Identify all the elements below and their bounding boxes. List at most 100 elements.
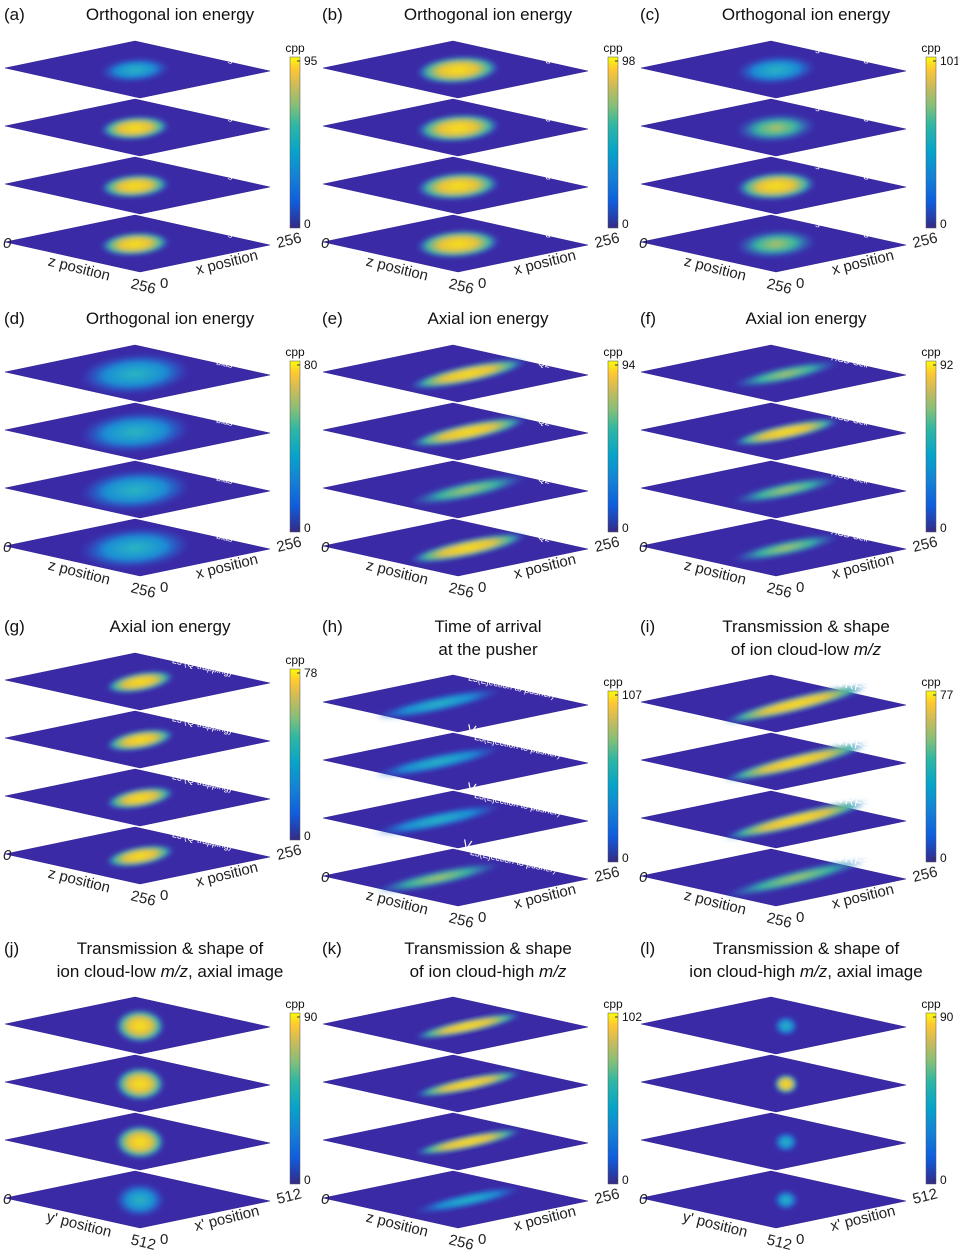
layer-label: Vs=3 kV: [219, 103, 269, 131]
right-axis-tick: 256: [275, 533, 303, 556]
colorbar-label: cpp: [921, 41, 941, 55]
layer-label: Vbias=2 kV: [207, 404, 269, 435]
title-part: Transmission & shape: [404, 939, 572, 958]
label-part: Q2: [537, 357, 551, 369]
left-axis-tick: 0: [3, 1191, 12, 1208]
label-part: =32 V: [868, 525, 905, 547]
colorbar-tick-label: 107: [622, 688, 642, 702]
ion-cloud: [723, 742, 869, 782]
title-part: Orthogonal ion energy: [86, 309, 255, 328]
ion-cloud: [774, 1074, 798, 1094]
title-part: at the pusher: [438, 640, 538, 659]
label-part: VDC: [804, 454, 834, 474]
layer-label: VDCQ2=24 V: [510, 343, 586, 377]
label-part: =2 kV: [869, 47, 905, 69]
label-part: d: [863, 229, 870, 240]
label-part: d: [545, 171, 552, 182]
panel-title: ion cloud-high m/z, axial image: [689, 962, 922, 981]
panel: (j) Transmission & shape of ion cloud-low …: [3, 939, 318, 1254]
label-part: VDC: [511, 459, 541, 479]
colorbar: [607, 360, 619, 533]
right-axis-tick: 0: [478, 909, 486, 926]
label-part: bias: [216, 357, 235, 370]
colorbar-label: cpp: [285, 345, 305, 359]
label-part: s: [227, 229, 234, 240]
right-axis-tick: 512: [911, 1185, 939, 1208]
left-axis-tick: 0: [3, 539, 12, 556]
ion-cloud: [374, 688, 502, 720]
left-axis-tick: 512: [129, 1231, 157, 1254]
label-part: s: [815, 219, 822, 230]
right-axis-tick: 256: [275, 229, 303, 252]
label-part: V: [164, 703, 176, 720]
left-axis-tick: 256: [447, 579, 475, 602]
label-part: V: [537, 44, 549, 61]
colorbar-label: cpp: [603, 675, 623, 689]
ion-cloud: [732, 534, 840, 562]
label-part: VDC: [511, 401, 541, 421]
label-part: VDC: [804, 338, 834, 358]
layer-label: VDCQ2=21 V: [510, 517, 586, 551]
label-part: =45 V: [232, 717, 269, 739]
ion-cloud: [100, 115, 170, 141]
left-axis-tick: 256: [129, 887, 157, 910]
ion-cloud: [736, 55, 816, 85]
title-part: Orthogonal ion energy: [404, 5, 573, 24]
ion-cloud: [774, 1016, 798, 1036]
label-part: VDC: [804, 512, 834, 532]
ion-cloud: [723, 684, 869, 724]
right-axis-tick: 256: [911, 229, 939, 252]
panel-label: (e): [322, 309, 343, 328]
label-part: =36 V: [868, 467, 905, 489]
label-part: =44 V: [868, 351, 905, 373]
colorbar-label: cpp: [603, 41, 623, 55]
ion-cloud: [409, 532, 527, 564]
panel-label: (c): [640, 5, 660, 24]
ion-cloud: [414, 1070, 522, 1098]
layer-label: Vd= 2kV: [536, 44, 587, 72]
left-axis-tick: 256: [765, 579, 793, 602]
colorbar-tick-label: 0: [622, 521, 629, 535]
title-part: , axial image: [827, 962, 922, 981]
image-plane: [640, 996, 907, 1055]
label-part: V: [460, 662, 472, 679]
title-part: Time of arrival: [434, 617, 541, 636]
right-axis-tick: 0: [478, 275, 486, 292]
ion-cloud: [723, 800, 869, 840]
label-part: V: [466, 779, 478, 796]
left-axis-tick: 256: [447, 909, 475, 932]
left-axis-tick: 256: [129, 275, 157, 298]
right-axis-tick: 0: [160, 579, 168, 596]
right-axis-tick: 0: [160, 1231, 168, 1248]
right-axis-tick: 0: [796, 909, 804, 926]
label-part: d: [545, 229, 552, 240]
title-part: m/z: [539, 962, 567, 981]
panel-label: (g): [4, 617, 25, 636]
ion-cloud: [416, 55, 500, 85]
ion-cloud: [732, 360, 840, 388]
label-part: Q2: [537, 473, 551, 485]
label-part: V: [537, 160, 549, 177]
left-axis-tick: 0: [639, 235, 648, 252]
panel-title: Axial ion energy: [428, 309, 549, 328]
colorbar-label: cpp: [285, 653, 305, 667]
colorbar-tick-label: 0: [940, 217, 947, 231]
label-part: =24 V: [550, 351, 587, 373]
ion-cloud: [414, 1186, 522, 1214]
left-axis-tick: 0: [3, 235, 12, 252]
label-part: V: [807, 92, 819, 109]
left-axis-tick: 0: [321, 869, 330, 886]
label-part: bias: [216, 531, 235, 544]
label-part: =4 kV: [233, 163, 269, 185]
colorbar-tick-label: 0: [304, 1173, 311, 1187]
label-part: =5 kV: [551, 221, 587, 243]
label-part: =3 kV: [869, 105, 905, 127]
image-plane: [640, 1112, 907, 1171]
panel: (i) Transmission & shape of ion cloud-low …: [639, 617, 954, 932]
colorbar-tick-label: 77: [940, 688, 954, 702]
colorbar-label: cpp: [285, 997, 305, 1011]
panel-title: Transmission & shape of: [77, 939, 264, 958]
colorbar: [289, 668, 301, 841]
